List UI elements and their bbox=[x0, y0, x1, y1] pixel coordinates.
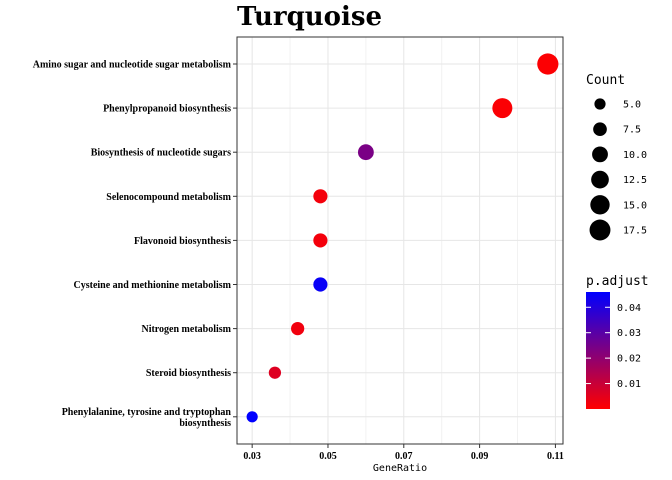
color-legend-label: 0.04 bbox=[617, 303, 641, 314]
data-point bbox=[268, 366, 282, 379]
size-legend-dot bbox=[589, 219, 611, 241]
x-tick-label: 0.09 bbox=[471, 451, 489, 462]
size-legend-label: 7.5 bbox=[623, 125, 641, 136]
color-legend-label: 0.02 bbox=[617, 354, 641, 365]
y-axis-labels: Amino sugar and nucleotide sugar metabol… bbox=[33, 60, 237, 429]
y-tick-label: Phenylalanine, tyrosine and tryptophan bi… bbox=[62, 407, 232, 429]
size-legend-dot bbox=[594, 98, 606, 110]
data-point bbox=[313, 277, 328, 292]
y-tick-label: Nitrogen metabolism bbox=[141, 324, 231, 335]
x-tick-label: 0.05 bbox=[319, 451, 337, 462]
data-points bbox=[246, 53, 559, 423]
size-legend-dot bbox=[592, 146, 608, 163]
y-tick-label: Amino sugar and nucleotide sugar metabol… bbox=[33, 60, 232, 71]
x-tick-label: 0.07 bbox=[395, 451, 413, 462]
y-tick-label: Phenylpropanoid biosynthesis bbox=[103, 104, 231, 115]
grid-lines bbox=[237, 37, 563, 444]
color-legend-bar bbox=[586, 292, 610, 409]
data-point bbox=[313, 189, 328, 204]
size-legend-label: 17.5 bbox=[623, 226, 647, 237]
data-point bbox=[246, 411, 258, 423]
y-tick-label: Steroid biosynthesis bbox=[146, 368, 231, 379]
size-legend: Count 5.0 7.5 10.0 12.5 15.0 17.5 bbox=[586, 73, 647, 241]
y-tick-label: Selenocompound metabolism bbox=[106, 192, 231, 203]
data-point bbox=[291, 321, 305, 336]
x-axis-title: GeneRatio bbox=[373, 463, 427, 474]
x-tick-label: 0.11 bbox=[547, 451, 564, 462]
y-tick-label: Flavonoid biosynthesis bbox=[134, 236, 231, 247]
size-legend-dot bbox=[591, 170, 609, 189]
data-point bbox=[357, 144, 374, 161]
color-legend: p.adjust 0.01 0.02 0.03 0.04 bbox=[586, 274, 649, 409]
y-tick-label: Cysteine and methionine metabolism bbox=[74, 280, 232, 291]
color-legend-title: p.adjust bbox=[586, 274, 649, 289]
size-legend-dot bbox=[590, 195, 610, 215]
x-tick-label: 0.03 bbox=[243, 451, 261, 462]
data-point bbox=[492, 98, 513, 119]
size-legend-label: 5.0 bbox=[623, 100, 641, 111]
size-legend-label: 10.0 bbox=[623, 150, 647, 161]
data-point bbox=[313, 233, 328, 248]
chart-title: Turquoise bbox=[237, 2, 382, 32]
color-legend-label: 0.01 bbox=[617, 379, 641, 390]
y-tick-label: Biosynthesis of nucleotide sugars bbox=[91, 148, 231, 159]
x-axis-ticks: 0.03 0.05 0.07 0.09 0.11 bbox=[243, 444, 564, 462]
size-legend-label: 15.0 bbox=[623, 200, 647, 211]
size-legend-title: Count bbox=[586, 73, 625, 88]
color-legend-label: 0.03 bbox=[617, 328, 641, 339]
data-point bbox=[537, 53, 559, 75]
size-legend-dot bbox=[593, 122, 607, 137]
size-legend-label: 12.5 bbox=[623, 175, 647, 186]
